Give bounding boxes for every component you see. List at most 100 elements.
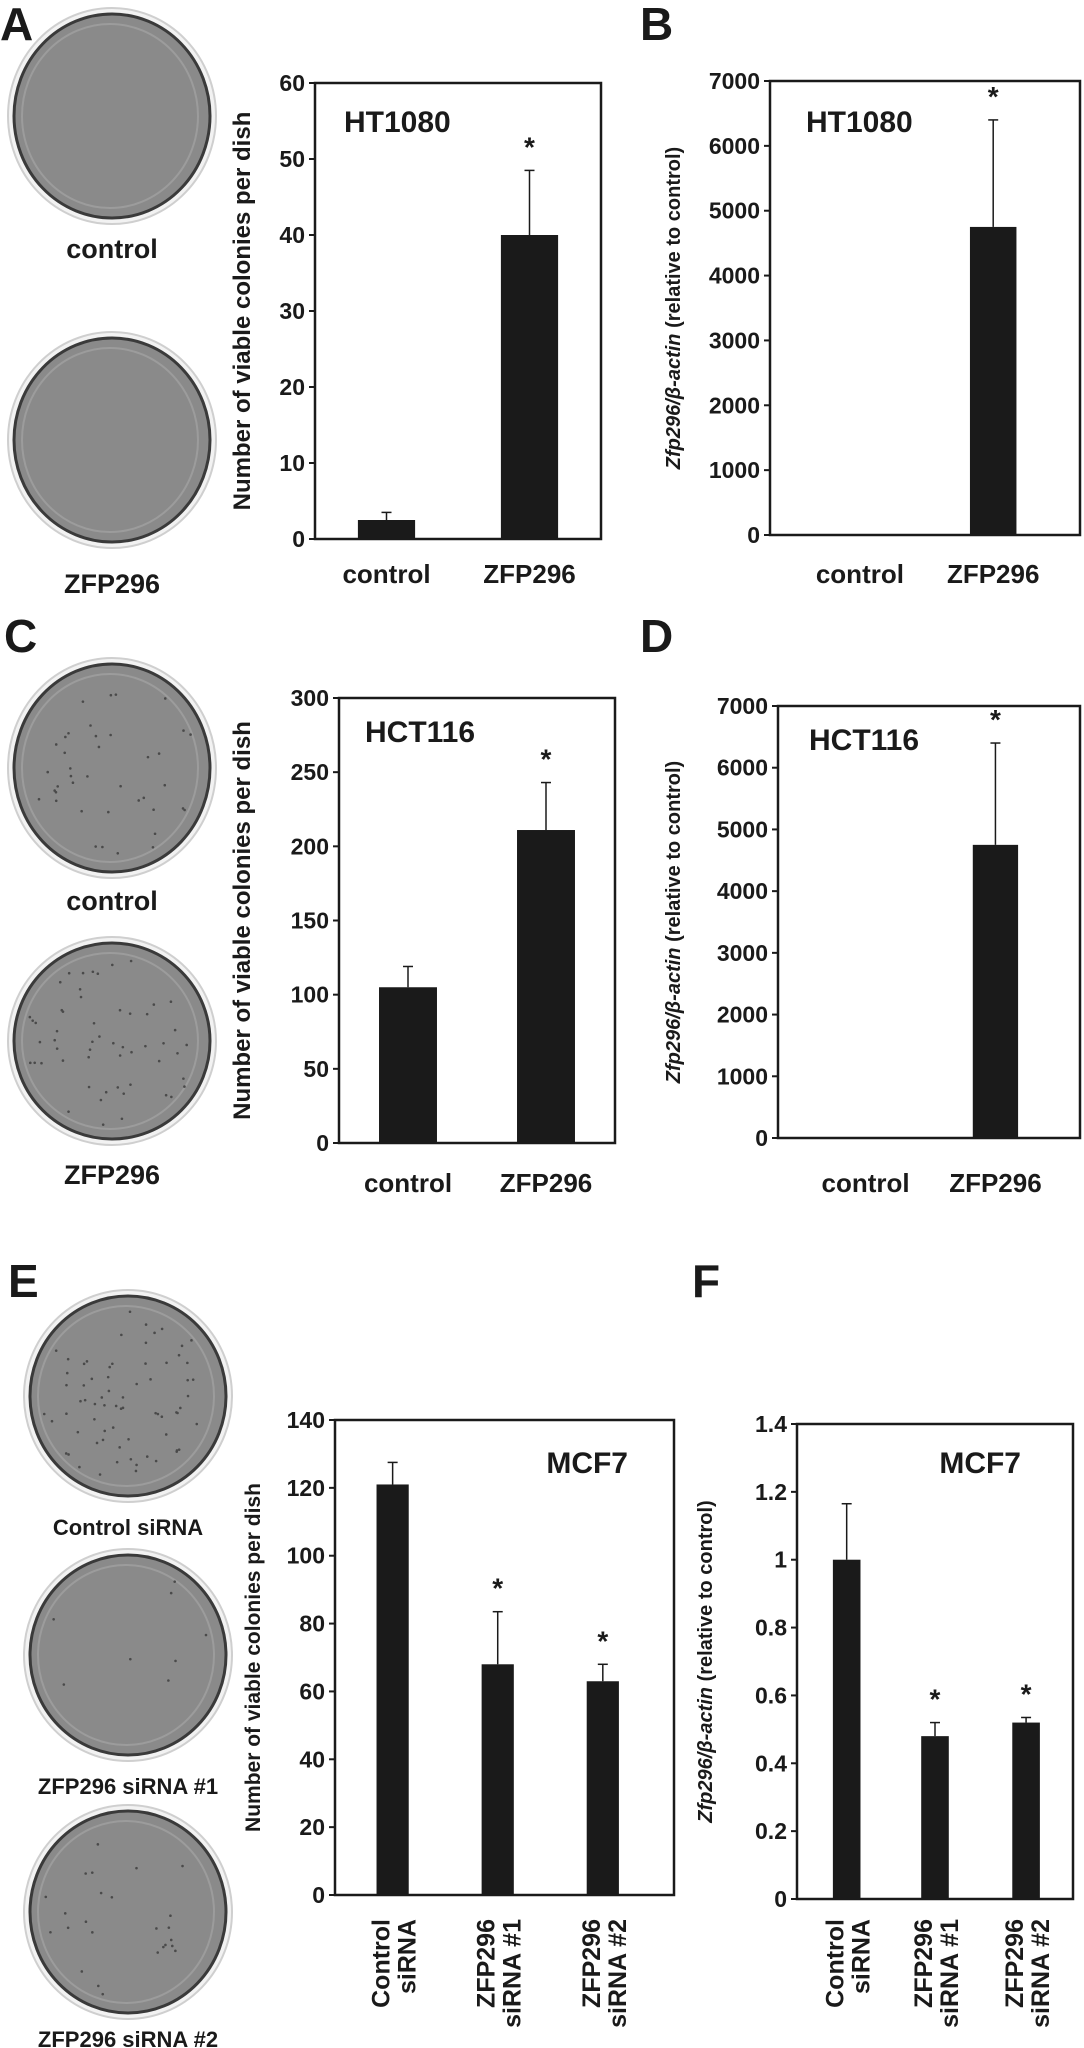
y-axis-label-text: (relative to control): [663, 761, 685, 948]
colony-dot: [42, 1412, 46, 1416]
colony-dot: [160, 1415, 164, 1419]
significance-asterisk: *: [492, 1573, 503, 1604]
colony-dot: [109, 733, 112, 737]
y-tick-label: 6000: [709, 133, 760, 159]
colony-dot: [87, 1055, 90, 1059]
colony-dot: [111, 1426, 115, 1429]
y-axis-label-italic: Zfp296/β-actin: [663, 947, 685, 1084]
colony-dot: [66, 1926, 70, 1930]
colony-dot: [182, 1077, 185, 1080]
y-axis-label: Zfp296/β-actin (relative to control): [663, 147, 685, 470]
colony-dot: [128, 1310, 132, 1314]
colony-dot: [38, 1040, 42, 1044]
y-axis-label-text: Number of viable colonies per dish: [229, 721, 256, 1120]
bar: [481, 1664, 514, 1895]
colony-dot: [164, 1433, 168, 1436]
colony-dot: [134, 1469, 138, 1473]
colony-dot: [144, 1362, 147, 1365]
colony-dot: [153, 832, 157, 836]
colony-dot: [157, 1059, 161, 1063]
y-axis-label-text: Number of viable colonies per dish: [229, 112, 256, 511]
x-tick-label: ZFP296: [483, 559, 576, 589]
colony-dot: [106, 1375, 110, 1379]
colony-dot: [91, 1040, 94, 1044]
y-axis-label: Number of viable colonies per dish: [229, 112, 256, 511]
colony-dot: [142, 796, 146, 800]
colony-dot: [129, 1083, 132, 1086]
plate-label: ZFP296 siRNA #2: [38, 2027, 218, 2048]
bar-chart-b: 0 1000 2000 3000 4000 5000 6000 7000 Zfp296/β-ac…: [663, 68, 1082, 589]
colony-dot: [86, 775, 89, 778]
y-tick-label: 3000: [709, 327, 760, 353]
colony-dot: [80, 809, 83, 813]
colony-dot: [112, 1041, 115, 1045]
colony-dot: [80, 1970, 84, 1973]
colony-dot: [135, 1463, 138, 1467]
plate-dish: [28, 1294, 228, 1498]
colony-dot: [114, 1404, 118, 1408]
y-tick-label: 6000: [717, 755, 768, 781]
colony-dot: [81, 971, 85, 975]
y-axis-label-italic: Zfp296/β-actin: [695, 1687, 717, 1824]
bar: [586, 1681, 619, 1895]
colony-dot: [55, 1029, 59, 1033]
colony-dot: [28, 1015, 32, 1019]
y-tick-label: 40: [299, 1746, 325, 1772]
colony-dot: [204, 1633, 208, 1637]
colony-dot: [93, 1417, 96, 1421]
colony-dot: [182, 729, 185, 732]
colony-dot: [78, 988, 82, 991]
colony-dot: [65, 1412, 68, 1416]
colony-dot: [177, 1353, 181, 1357]
colony-dot: [154, 1411, 157, 1415]
colony-dot: [127, 1437, 130, 1441]
plot-frame: [768, 79, 1082, 537]
colony-dot: [144, 1323, 148, 1326]
y-tick-label: 5000: [717, 816, 768, 842]
colony-dot: [183, 808, 186, 812]
x-tick-label: control: [342, 559, 430, 589]
y-tick-label: 0.8: [755, 1615, 787, 1641]
plate-inner-ring: [21, 673, 199, 863]
colony-dot: [180, 1344, 184, 1348]
x-tick-label: Control: [368, 1919, 396, 2008]
colony-dot: [107, 1389, 111, 1393]
bar: [972, 844, 1019, 1138]
plate-label: ZFP296: [64, 1160, 160, 1190]
plate-label: ZFP296 siRNA #1: [38, 1774, 218, 1799]
y-tick-label: 140: [287, 1407, 325, 1433]
colony-dot: [90, 1377, 94, 1381]
colony-dot: [54, 790, 58, 794]
x-tick-label: control: [816, 559, 904, 589]
colony-dot: [94, 734, 98, 738]
x-tick-label: siRNA #1: [499, 1919, 527, 2028]
colony-dot: [144, 1341, 148, 1345]
colony-dot: [69, 767, 72, 770]
colony-dot: [104, 1090, 108, 1094]
colony-dot: [118, 1446, 121, 1449]
colony-dot: [58, 980, 62, 984]
colony-dot: [162, 1945, 165, 1949]
x-tick-label: ZFP296: [578, 1919, 606, 2008]
colony-dot: [164, 1943, 167, 1947]
colony-dot: [50, 1419, 54, 1423]
y-tick-label: 60: [299, 1678, 325, 1704]
colony-dot: [67, 1453, 70, 1456]
plate-label: control: [66, 234, 158, 264]
y-tick-label: 0: [747, 522, 760, 548]
chart-title: HT1080: [344, 106, 451, 139]
y-tick-label: 0: [292, 526, 305, 552]
colony-dot: [97, 745, 101, 749]
bar: [357, 520, 416, 539]
y-tick-label: 30: [279, 298, 305, 324]
colony-dot: [146, 755, 150, 759]
colony-dot: [94, 845, 97, 848]
culture-plate-image: [23, 1289, 233, 1503]
colony-dot: [149, 1378, 152, 1381]
colony-dot: [97, 1984, 100, 1988]
y-axis-label-italic: Zfp296/β-actin: [663, 333, 685, 470]
colony-dot: [63, 1912, 67, 1915]
colony-dot: [120, 1333, 123, 1337]
colony-dot: [84, 1872, 87, 1875]
plate-dish: [12, 662, 212, 874]
